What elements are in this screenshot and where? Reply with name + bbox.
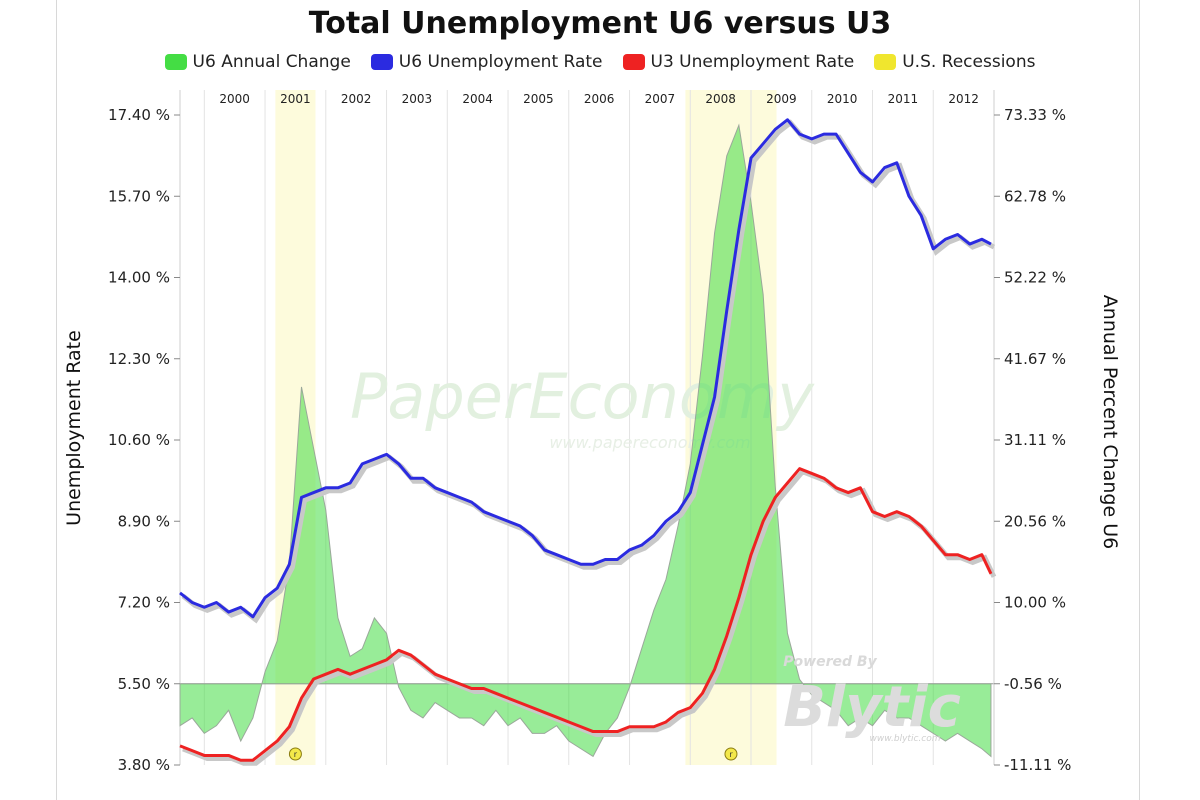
right-axis-ticks: 73.33 % 62.78 % 52.22 % 41.67 % 31.11 % 20.56… (994, 106, 1071, 774)
y-axis-left-title: Unemployment Rate (63, 330, 85, 526)
year-label: 2008 (705, 92, 736, 106)
legend-label: U6 Unemployment Rate (398, 52, 603, 72)
y-axis-right-title: Annual Percent Change U6 (1099, 295, 1121, 549)
year-label: 2011 (888, 92, 919, 106)
year-label: 2000 (219, 92, 250, 106)
year-label: 2007 (645, 92, 676, 106)
right-tick-label: 52.22 % (1004, 269, 1066, 287)
series-line-u3-rate[interactable] (179, 467, 993, 762)
powered-by-text: Powered By (783, 654, 877, 670)
legend-swatch (874, 54, 897, 70)
year-label: 2012 (948, 92, 979, 106)
legend-swatch (370, 54, 393, 70)
legend-label: U6 Annual Change (192, 52, 351, 72)
legend-label: U.S. Recessions (902, 52, 1036, 72)
left-axis-ticks: 17.40 % 15.70 % 14.00 % 12.30 % 10.60 % 8.90 … (108, 106, 180, 774)
left-tick-label: 14.00 % (108, 269, 170, 287)
right-tick-label: 20.56 % (1004, 512, 1066, 530)
left-tick-label: 15.70 % (108, 187, 170, 205)
left-tick-label: 3.80 % (118, 756, 170, 774)
series-line-u6-rate[interactable] (179, 118, 992, 619)
rate-lines (179, 118, 997, 766)
right-tick-label: 31.11 % (1004, 431, 1066, 449)
recession-marker-label: r (294, 750, 298, 759)
recession-marker-icon[interactable] (288, 747, 302, 761)
left-tick-label: 7.20 % (118, 594, 170, 612)
branding-logo-text: Blytic (783, 675, 961, 740)
chart-title: Total Unemployment U6 versus U3 (308, 6, 892, 41)
right-tick-label: -0.56 % (1004, 675, 1062, 693)
year-label: 2009 (766, 92, 797, 106)
left-tick-label: 10.60 % (108, 431, 170, 449)
year-label: 2002 (341, 92, 372, 106)
right-tick-label: 10.00 % (1004, 594, 1066, 612)
year-label: 2005 (523, 92, 554, 106)
year-labels: 2000 2001 2002 2003 2004 2005 2006 2007 2008 2009… (219, 92, 979, 106)
branding: Powered By Blytic www.blytic.com (783, 654, 961, 744)
recession-marker-label: r (729, 750, 733, 759)
left-tick-label: 5.50 % (118, 675, 170, 693)
year-label: 2006 (584, 92, 615, 106)
right-tick-label: 73.33 % (1004, 106, 1066, 124)
chart-frame (56, 0, 1140, 800)
left-tick-label: 12.30 % (108, 350, 170, 368)
legend-label: U3 Unemployment Rate (650, 52, 855, 72)
u6-change-area (179, 123, 992, 758)
series-area-u6-change[interactable] (179, 123, 992, 758)
year-label: 2003 (402, 92, 433, 106)
year-label: 2004 (462, 92, 493, 106)
recession-marker-icon[interactable] (724, 747, 738, 761)
right-tick-label: -11.11 % (1004, 756, 1071, 774)
year-label: 2010 (827, 92, 858, 106)
legend-item-recessions[interactable]: U.S. Recessions (874, 52, 1035, 72)
legend: U6 Annual Change U6 Unemployment Rate U3… (0, 52, 1200, 72)
legend-item-u3-rate[interactable]: U3 Unemployment Rate (622, 52, 855, 72)
branding-url: www.blytic.com (870, 734, 941, 744)
right-tick-label: 62.78 % (1004, 187, 1066, 205)
right-tick-label: 41.67 % (1004, 350, 1066, 368)
legend-swatch (622, 54, 645, 70)
left-tick-label: 17.40 % (108, 106, 170, 124)
left-tick-label: 8.90 % (118, 512, 170, 530)
legend-item-u6-rate[interactable]: U6 Unemployment Rate (370, 52, 603, 72)
legend-item-u6-change[interactable]: U6 Annual Change (164, 52, 351, 72)
year-label: 2001 (280, 92, 311, 106)
legend-swatch (164, 54, 187, 70)
